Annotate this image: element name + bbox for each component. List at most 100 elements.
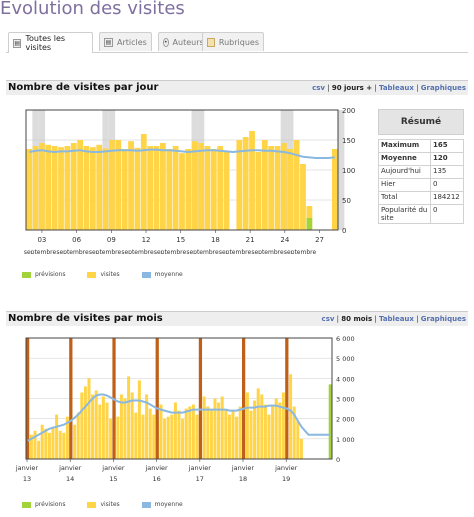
tab-label: Auteurs — [172, 37, 204, 47]
visits-bar — [260, 394, 264, 459]
visits-bar — [44, 428, 48, 459]
year-marker-bar — [198, 338, 203, 459]
x-tick-label: janvier — [231, 464, 255, 472]
visits-bar — [141, 414, 145, 459]
daily-period-link[interactable]: 90 jours + — [331, 84, 373, 92]
visits-bar — [37, 440, 41, 459]
visits-bar — [55, 414, 59, 459]
summary-row-yesterday: Hier 0 — [378, 178, 464, 192]
visits-bar — [236, 140, 243, 230]
x-year-label: 13 — [23, 475, 31, 483]
daily-graphics-link[interactable]: Graphiques — [420, 84, 466, 92]
summary-label: Moyenne — [378, 152, 431, 166]
visits-bar — [280, 143, 287, 230]
year-marker-bar — [242, 338, 246, 459]
monthly-csv-link[interactable]: csv — [321, 315, 335, 323]
visits-bar — [220, 396, 224, 459]
average-line — [29, 148, 335, 159]
x-month-label: septembre — [56, 249, 89, 254]
weekend-band — [338, 110, 345, 230]
visits-bar — [195, 414, 199, 459]
visits-bar — [127, 376, 131, 459]
visits-bar — [109, 418, 113, 459]
visits-bar — [213, 398, 217, 459]
legend-visits: visites — [100, 271, 120, 278]
x-year-label: 16 — [152, 475, 160, 483]
tab-label: Rubriques — [218, 37, 259, 47]
visits-bar — [39, 143, 45, 230]
x-year-label: 15 — [109, 475, 117, 483]
visits-bar — [101, 396, 105, 459]
x-tick-label: janvier — [15, 464, 39, 472]
forecast-bar — [328, 384, 332, 459]
x-tick-label: 09 — [107, 236, 116, 244]
year-marker-bar — [26, 338, 30, 459]
visits-bar — [51, 426, 55, 459]
visits-bar — [109, 140, 115, 230]
visits-bar — [76, 412, 80, 459]
visits-bar — [105, 402, 109, 459]
legend-average: moyenne — [154, 271, 183, 278]
daily-section-title: Nombre de visites par jour — [8, 82, 159, 93]
x-tick-label: 03 — [37, 236, 46, 244]
visits-bar — [134, 147, 141, 230]
x-month-label: septembre — [186, 249, 219, 254]
author-icon: • — [163, 37, 169, 47]
visits-bar — [217, 146, 224, 230]
tab-sections[interactable]: Rubriques — [202, 32, 264, 51]
visits-bar — [300, 164, 306, 230]
tab-authors[interactable]: • Auteurs — [158, 32, 208, 51]
page-title: Évolution des visites — [0, 0, 185, 19]
visits-bar — [184, 408, 188, 459]
visits-bar — [119, 394, 123, 459]
y-tick-label: 50 — [342, 197, 351, 205]
visits-bar — [130, 392, 134, 459]
year-marker-bar — [285, 338, 289, 459]
monthly-graphics-link[interactable]: Graphiques — [420, 315, 466, 323]
visits-bar — [134, 412, 138, 459]
visits-bar — [223, 152, 230, 230]
tab-all-visits[interactable]: ▤ Toutes les visites — [8, 32, 93, 53]
y-tick-label: 1 000 — [336, 436, 355, 444]
visits-bar — [261, 140, 268, 230]
daily-tables-link[interactable]: Tableaux — [378, 84, 414, 92]
visits-bar — [292, 406, 296, 459]
monthly-tables-link[interactable]: Tableaux — [378, 315, 414, 323]
summary-title: Résumé — [378, 109, 464, 135]
visits-bar — [204, 146, 211, 230]
x-tick-label: janvier — [101, 464, 125, 472]
monthly-period-link[interactable]: 80 mois — [341, 315, 373, 323]
visits-bar — [160, 143, 166, 230]
tab-label: Toutes les visites — [25, 34, 66, 52]
visits-bar — [70, 143, 77, 230]
visits-bar — [166, 416, 170, 459]
visits-bar — [191, 404, 195, 459]
x-tick-label: janvier — [188, 464, 212, 472]
visits-swatch — [87, 501, 97, 508]
daily-csv-link[interactable]: csv — [312, 84, 325, 92]
visits-bar — [145, 394, 149, 459]
visits-bar — [163, 418, 167, 459]
summary-row-popularity: Popularité du site 0 — [378, 204, 464, 224]
visits-bar — [274, 398, 278, 459]
visits-bar — [253, 400, 257, 459]
summary-value: 165 — [430, 139, 464, 153]
visits-bar — [137, 380, 141, 459]
visits-bar — [179, 153, 185, 230]
separator: | — [336, 315, 340, 323]
summary-label: Hier — [378, 178, 431, 192]
summary-value: 120 — [430, 152, 464, 166]
x-tick-label: 06 — [72, 236, 81, 244]
visits-bar — [224, 410, 228, 459]
separator: | — [416, 315, 419, 323]
visits-bar — [172, 146, 179, 230]
summary-value: 0 — [430, 178, 464, 192]
average-line — [27, 393, 331, 442]
tab-articles[interactable]: ▤ Articles — [99, 32, 152, 51]
x-month-label: septembre — [219, 249, 252, 254]
visits-bar — [235, 416, 239, 459]
plot-frame — [25, 109, 339, 231]
visits-bar — [65, 416, 69, 459]
visits-bar — [188, 406, 192, 459]
visits-bar — [123, 398, 127, 459]
